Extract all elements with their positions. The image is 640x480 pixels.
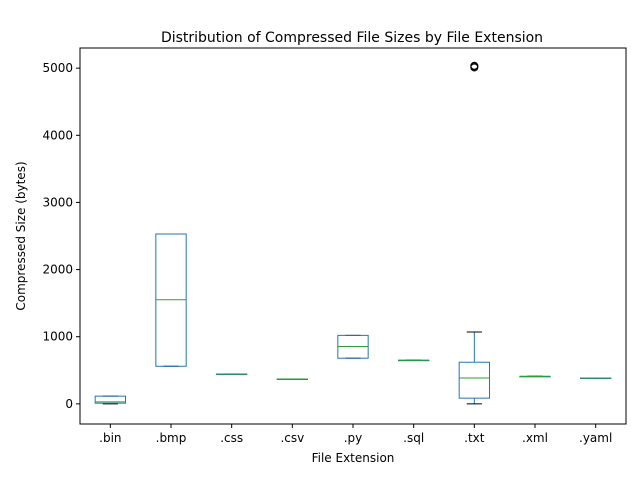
chart-title: Distribution of Compressed File Sizes by… <box>161 30 543 46</box>
x-tick-label: .bmp <box>156 431 187 445</box>
box <box>94 395 126 404</box>
x-tick-label: .css <box>220 431 243 445</box>
box-group <box>458 61 490 405</box>
y-tick-label: 1000 <box>42 330 73 344</box>
x-tick-label: .py <box>344 431 363 445</box>
box-group <box>337 334 369 359</box>
box-group <box>398 359 430 362</box>
box-group <box>276 378 308 381</box>
x-axis: .bin .bmp .css .csv .py .sql .txt .xml .yaml <box>99 424 612 445</box>
box-group <box>155 233 187 367</box>
y-tick-label: 3000 <box>42 195 73 209</box>
outlier-point <box>470 61 479 70</box>
y-axis-label: Compressed Size (bytes) <box>14 161 28 310</box>
y-tick-label: 0 <box>65 397 73 411</box>
x-tick-label: .txt <box>464 431 485 445</box>
y-tick-label: 2000 <box>42 263 73 277</box>
box-group <box>519 375 551 378</box>
box-group <box>216 373 248 375</box>
box-group <box>580 377 612 380</box>
x-tick-label: .xml <box>522 431 548 445</box>
box <box>458 361 490 399</box>
x-tick-label: .csv <box>280 431 304 445</box>
x-tick-label: .yaml <box>579 431 612 445</box>
y-axis: 0 1000 2000 3000 4000 5000 <box>42 61 80 411</box>
x-tick-label: .bin <box>99 431 121 445</box>
plot-area <box>94 61 612 405</box>
plot-frame <box>79 47 627 425</box>
x-axis-label: File Extension <box>312 451 395 465</box>
box-group <box>94 395 126 405</box>
y-tick-label: 5000 <box>42 61 73 75</box>
x-tick-label: .sql <box>403 431 424 445</box>
y-tick-label: 4000 <box>42 128 73 142</box>
